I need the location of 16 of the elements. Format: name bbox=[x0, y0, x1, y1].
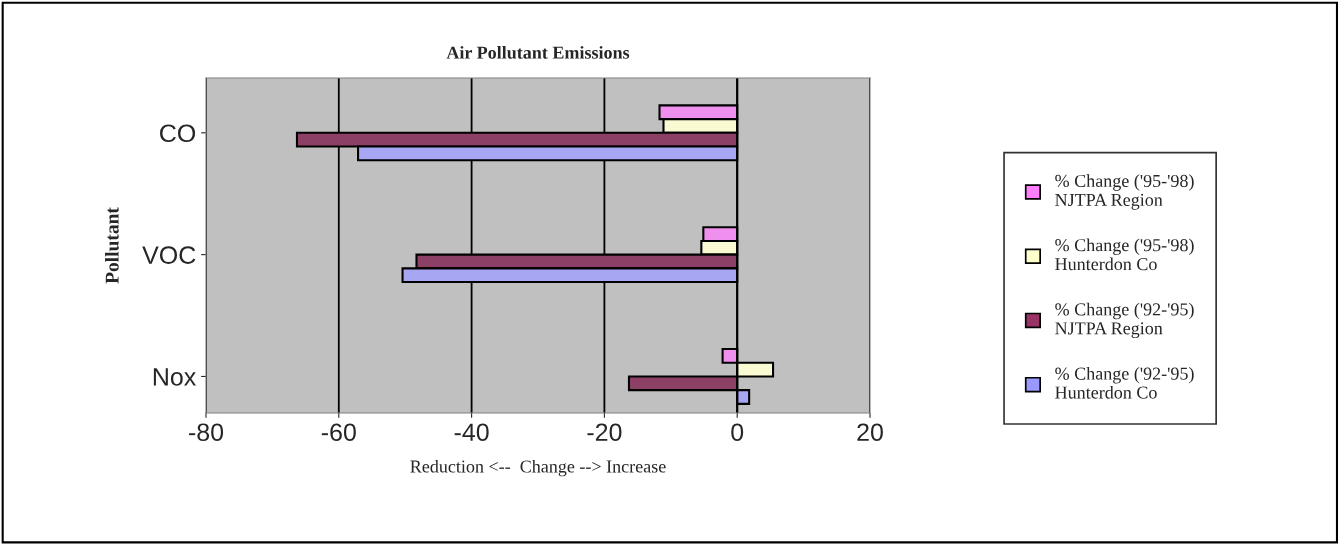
x-tick-label: -20 bbox=[587, 423, 622, 442]
legend-label: % Change ('92-'95) NJTPA Region bbox=[1055, 302, 1194, 339]
x-axis-title: Reduction <-- Change --> Increase bbox=[410, 459, 666, 477]
x-tick-label: 0 bbox=[731, 423, 744, 442]
legend-label: % Change ('95-'98) Hunterdon Co bbox=[1055, 238, 1194, 271]
x-tick-label: -40 bbox=[454, 423, 489, 442]
y-tick-label: Nox bbox=[153, 368, 197, 386]
x-tick-label: -80 bbox=[189, 423, 224, 442]
x-tick-label: 20 bbox=[857, 423, 883, 442]
legend-label: % Change ('95-'98) NJTPA Region bbox=[1055, 174, 1194, 210]
y-tick-label: CO bbox=[160, 124, 196, 143]
chart-title: Air Pollutant Emissions bbox=[446, 46, 630, 59]
y-tick-label: VOC bbox=[142, 246, 196, 264]
x-tick-label: -60 bbox=[321, 423, 356, 442]
y-axis-title: Pollutant bbox=[105, 207, 119, 284]
legend-label: % Change ('92-'95) Hunterdon Co bbox=[1055, 367, 1194, 399]
